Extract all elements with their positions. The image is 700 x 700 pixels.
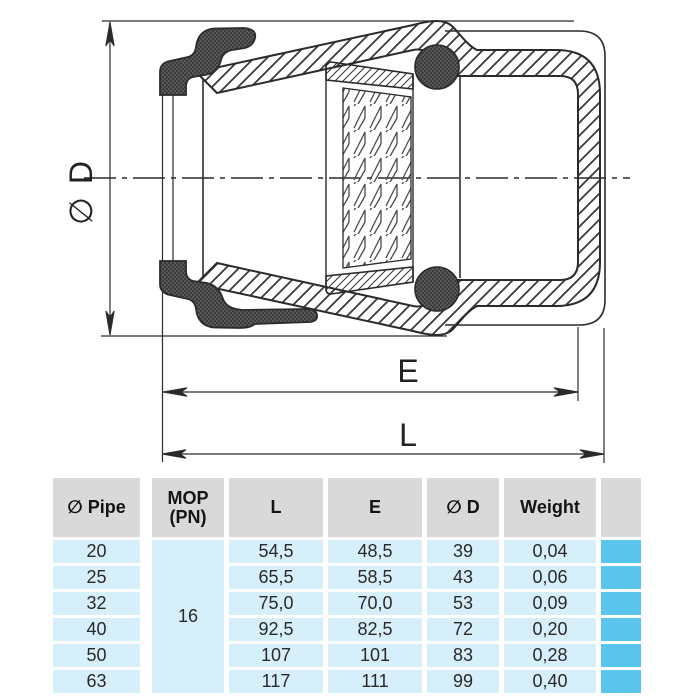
cell-l-row2: 65,5	[229, 566, 323, 589]
col-header-blank	[601, 478, 641, 537]
col-header-e: E	[328, 478, 422, 537]
cell-d-row5: 83	[427, 644, 499, 667]
cell-l-row5: 107	[229, 644, 323, 667]
row-accent-swatch-row2	[601, 566, 641, 589]
cell-d-row4: 72	[427, 618, 499, 641]
cell-e-row3: 70,0	[328, 592, 422, 615]
arrowhead-up	[105, 21, 115, 47]
end-cap-technical-drawing: ∅ D E L	[63, 20, 630, 463]
cell-l-row3: 75,0	[229, 592, 323, 615]
cell-weight-row2: 0,06	[504, 566, 596, 589]
cap-outer-contour	[445, 30, 606, 326]
dimension-d: ∅ D	[63, 20, 574, 337]
dim-label-l: L	[399, 417, 417, 453]
cell-weight-row3: 0,09	[504, 592, 596, 615]
col-header-weight: Weight	[504, 478, 596, 537]
cell-e-row1: 48,5	[328, 540, 422, 563]
cell-d-row3: 53	[427, 592, 499, 615]
cell-weight-row4: 0,20	[504, 618, 596, 641]
cell-pipe-row2: 25	[53, 566, 140, 589]
dim-label-d: ∅ D	[63, 159, 99, 225]
col-header-mop-line1: MOP	[167, 487, 209, 508]
row-accent-swatch-row6	[601, 670, 641, 693]
o-ring-top	[414, 44, 460, 90]
cell-l-row4: 92,5	[229, 618, 323, 641]
cell-pipe-row5: 50	[53, 644, 140, 667]
arrowhead-down	[105, 310, 115, 336]
col-header-mop: MOP (PN)	[152, 478, 224, 537]
collet-seal-bottom	[159, 260, 319, 329]
arrowhead-left	[162, 387, 188, 397]
cell-e-row4: 82,5	[328, 618, 422, 641]
cell-l-row6: 117	[229, 670, 323, 693]
o-ring-bottom	[414, 266, 460, 312]
mop-merged-cell: 16	[152, 540, 224, 693]
cap-body-section	[193, 20, 601, 336]
arrowhead-right	[579, 449, 605, 459]
col-header-l: L	[229, 478, 323, 537]
cell-l-row1: 54,5	[229, 540, 323, 563]
col-header-d: ∅ D	[427, 478, 499, 537]
cell-pipe-row6: 63	[53, 670, 140, 693]
cell-e-row2: 58,5	[328, 566, 422, 589]
grip-teeth-mesh	[342, 87, 412, 269]
row-accent-swatch-row1	[601, 540, 641, 563]
cartridge-bottom-band	[325, 266, 414, 295]
dimension-e: E	[162, 327, 579, 401]
cell-e-row5: 101	[328, 644, 422, 667]
arrowhead-left	[161, 449, 187, 459]
cell-weight-row6: 0,40	[504, 670, 596, 693]
cell-pipe-row4: 40	[53, 618, 140, 641]
cell-d-row1: 39	[427, 540, 499, 563]
dim-label-e: E	[397, 353, 418, 389]
cell-d-row2: 43	[427, 566, 499, 589]
row-accent-swatch-row5	[601, 644, 641, 667]
cartridge-top-band	[325, 61, 414, 90]
arrowhead-right	[553, 387, 579, 397]
cell-pipe-row1: 20	[53, 540, 140, 563]
row-accent-swatch-row3	[601, 592, 641, 615]
col-header-pipe: ∅ Pipe	[53, 478, 140, 537]
cell-e-row6: 111	[328, 670, 422, 693]
grip-ring-cartridge	[325, 61, 414, 295]
row-accent-swatch-row4	[601, 618, 641, 641]
collet-seal-top	[159, 27, 257, 96]
cell-d-row6: 99	[427, 670, 499, 693]
cell-weight-row1: 0,04	[504, 540, 596, 563]
dimension-l: L	[161, 328, 605, 463]
spec-table: ∅ Pipe MOP (PN) L E ∅ D Weight 16 20 54,5…	[53, 478, 641, 693]
cell-weight-row5: 0,28	[504, 644, 596, 667]
cell-pipe-row3: 32	[53, 592, 140, 615]
col-header-mop-line2: (PN)	[169, 506, 207, 527]
